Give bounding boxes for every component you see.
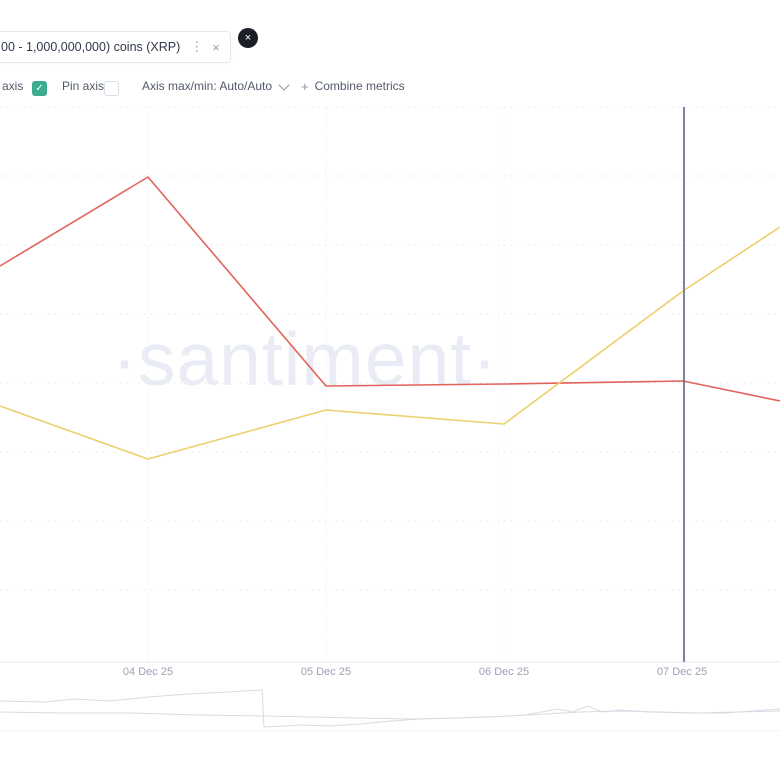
- yellow-line: [0, 226, 780, 460]
- x-tick-label: 06 Dec 25: [478, 666, 530, 678]
- x-tick-label: 07 Dec 25: [656, 666, 708, 678]
- santiment-watermark: ·santiment·: [112, 317, 499, 401]
- x-tick-label: 04 Dec 25: [122, 666, 174, 678]
- chevron-down-icon: [278, 78, 290, 91]
- axis-maxmin-dropdown[interactable]: Axis max/min: Auto/Auto: [142, 76, 290, 96]
- pin-axis-toggle[interactable]: Pin axis: [62, 76, 104, 96]
- checkbox-checked-icon: ✓: [32, 80, 47, 96]
- red-line: [0, 176, 780, 402]
- axis-toggle-label: axis: [2, 79, 24, 93]
- close-badge-icon[interactable]: ×: [238, 28, 258, 48]
- axis-checkbox[interactable]: ✓: [32, 78, 47, 98]
- checkbox-empty-icon: [104, 80, 119, 96]
- kebab-menu-icon[interactable]: ⋮: [190, 39, 204, 54]
- metric-chip-label: 00 - 1,000,000,000) coins (XRP): [1, 40, 181, 54]
- axis-maxmin-label: Axis max/min: Auto/Auto: [142, 79, 273, 93]
- x-tick-label: 05 Dec 25: [300, 666, 352, 678]
- chart-toolbar: axis ✓ Pin axis Axis max/min: Auto/Auto …: [0, 76, 780, 100]
- combine-metrics-label: Combine metrics: [314, 79, 405, 93]
- combine-metrics-button[interactable]: + Combine metrics: [301, 76, 405, 96]
- minimap-line-1[interactable]: [0, 689, 780, 728]
- pin-axis-checkbox[interactable]: [104, 78, 119, 98]
- chip-close-icon[interactable]: ×: [212, 39, 220, 55]
- pin-axis-label: Pin axis: [62, 79, 105, 93]
- minimap-line-2[interactable]: [0, 710, 780, 720]
- axis-toggle[interactable]: axis: [2, 76, 23, 96]
- metric-chip[interactable]: 00 - 1,000,000,000) coins (XRP) ⋮ ×: [0, 31, 231, 63]
- plus-icon: +: [301, 78, 309, 94]
